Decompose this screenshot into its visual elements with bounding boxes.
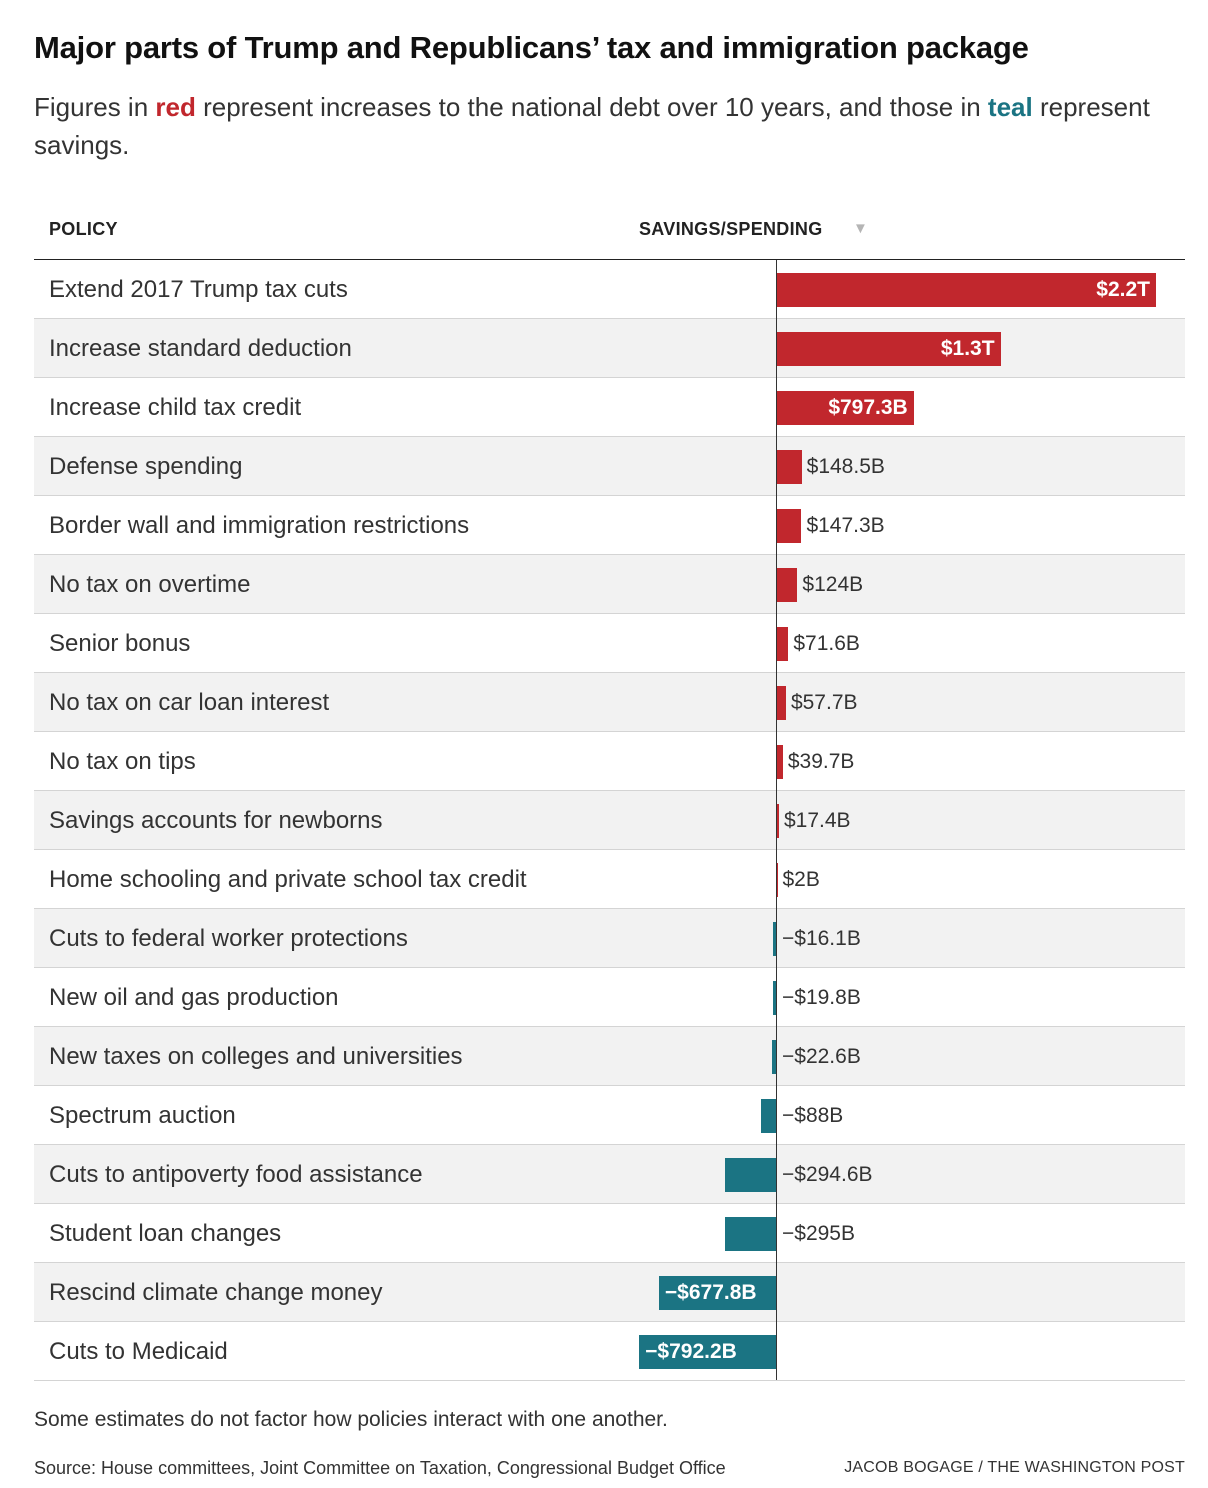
bar-increase: [776, 509, 802, 543]
value-label: −$19.8B: [782, 986, 861, 1009]
bar-increase: [776, 450, 802, 484]
chart-subtitle: Figures in red represent increases to th…: [34, 88, 1184, 164]
table-row: Savings accounts for newborns $17.4B: [34, 791, 1185, 850]
value-label: −$294.6B: [782, 1163, 873, 1186]
policy-label: No tax on tips: [49, 748, 196, 775]
bar-savings: [725, 1217, 776, 1251]
bar-increase: [776, 391, 914, 425]
policy-label: Rescind climate change money: [49, 1279, 383, 1306]
value-label: −$22.6B: [782, 1045, 861, 1068]
policy-label: Cuts to Medicaid: [49, 1338, 228, 1365]
subtitle-text: Figures in: [34, 92, 156, 122]
value-label: −$295B: [782, 1222, 855, 1245]
table-row: New taxes on colleges and universities −$…: [34, 1027, 1185, 1086]
bar-savings: [772, 981, 776, 1015]
policy-label: No tax on overtime: [49, 571, 251, 598]
bar-increase: [776, 332, 1001, 366]
value-label: $39.7B: [787, 750, 855, 773]
value-label: −$88B: [782, 1104, 844, 1127]
table-row: Increase standard deduction $1.3T: [34, 319, 1185, 378]
bar-savings: [760, 1099, 776, 1133]
bar-increase: [776, 627, 789, 661]
value-label: −$792.2B: [645, 1340, 737, 1363]
value-label: $148.5B: [806, 455, 885, 478]
zero-axis-line: [776, 260, 777, 1380]
table-row: Rescind climate change money −$677.8B: [34, 1263, 1185, 1322]
policy-label: Extend 2017 Trump tax cuts: [49, 276, 348, 303]
value-label: $797.3B: [828, 396, 908, 419]
policy-label: Cuts to federal worker protections: [49, 925, 408, 952]
bar-increase: [776, 568, 798, 602]
subtitle-text: represent increases to the national debt…: [195, 92, 988, 122]
table-row: No tax on overtime $124B: [34, 555, 1185, 614]
policy-label: Senior bonus: [49, 630, 191, 657]
chart-title: Major parts of Trump and Republicans’ ta…: [34, 30, 1029, 65]
sort-descending-icon[interactable]: ▼: [853, 220, 868, 237]
table-body: Extend 2017 Trump tax cuts $2.2T Increase …: [34, 260, 1185, 1381]
bar-savings: [658, 1276, 776, 1310]
column-header-savings-spending[interactable]: SAVINGS/SPENDING: [639, 219, 823, 239]
table-row: No tax on tips $39.7B: [34, 732, 1185, 791]
table-row: New oil and gas production −$19.8B: [34, 968, 1185, 1027]
table-row: Student loan changes −$295B: [34, 1204, 1185, 1263]
policy-label: Spectrum auction: [49, 1102, 236, 1129]
subtitle-text: represent savings.: [34, 92, 1150, 160]
value-label: $17.4B: [784, 809, 851, 832]
subtitle-red-highlight: red: [155, 92, 196, 122]
column-header-policy[interactable]: POLICY: [49, 219, 118, 239]
bar-increase: [776, 273, 1156, 307]
footnote: Some estimates do not factor how policie…: [34, 1408, 668, 1431]
policy-label: Defense spending: [49, 453, 243, 480]
policy-label: Increase child tax credit: [49, 394, 302, 421]
policy-label: Home schooling and private school tax cr…: [49, 866, 527, 893]
bar-savings: [772, 1040, 776, 1074]
policy-label: No tax on car loan interest: [49, 689, 330, 716]
subtitle-teal-highlight: teal: [987, 92, 1033, 122]
table-row: Spectrum auction −$88B: [34, 1086, 1185, 1145]
table-row: Senior bonus $71.6B: [34, 614, 1185, 673]
bar-savings: [639, 1335, 776, 1369]
table-row: Home schooling and private school tax cr…: [34, 850, 1185, 909]
table-row: Defense spending $148.5B: [34, 437, 1185, 496]
bar-increase: [776, 804, 779, 838]
value-label: $57.7B: [790, 691, 858, 714]
value-label: $2.2T: [1096, 278, 1150, 301]
value-label: $71.6B: [793, 632, 860, 655]
value-label: −$16.1B: [782, 927, 861, 950]
table-row: Cuts to antipoverty food assistance −$294…: [34, 1145, 1185, 1204]
header-rule: [34, 259, 1185, 260]
table-row: Border wall and immigration restrictions…: [34, 496, 1185, 555]
table-row: Increase child tax credit $797.3B: [34, 378, 1185, 437]
value-label: $147.3B: [806, 514, 885, 537]
credit-line: JACOB BOGAGE / THE WASHINGTON POST: [844, 1459, 1185, 1476]
source-line: Source: House committees, Joint Committe…: [34, 1458, 726, 1478]
policy-label: New taxes on colleges and universities: [49, 1043, 463, 1070]
policy-label: Cuts to antipoverty food assistance: [49, 1161, 423, 1188]
bar-increase: [776, 686, 786, 720]
policy-label: Savings accounts for newborns: [49, 807, 383, 834]
table-row: No tax on car loan interest $57.7B: [34, 673, 1185, 732]
policy-label: New oil and gas production: [49, 984, 339, 1011]
policy-label: Increase standard deduction: [49, 335, 352, 362]
policy-label: Border wall and immigration restrictions: [49, 512, 470, 539]
policy-label: Student loan changes: [49, 1220, 282, 1247]
table-row: Extend 2017 Trump tax cuts $2.2T: [34, 260, 1185, 319]
value-label: $2B: [782, 868, 820, 891]
value-label: $124B: [802, 573, 864, 596]
bar-savings: [725, 1158, 776, 1192]
value-label: −$677.8B: [664, 1281, 757, 1304]
table-row: Cuts to federal worker protections −$16.1…: [34, 909, 1185, 968]
bar-savings: [773, 922, 776, 956]
table-row: Cuts to Medicaid −$792.2B: [34, 1322, 1185, 1381]
bar-increase: [776, 745, 783, 779]
value-label: $1.3T: [940, 337, 995, 360]
